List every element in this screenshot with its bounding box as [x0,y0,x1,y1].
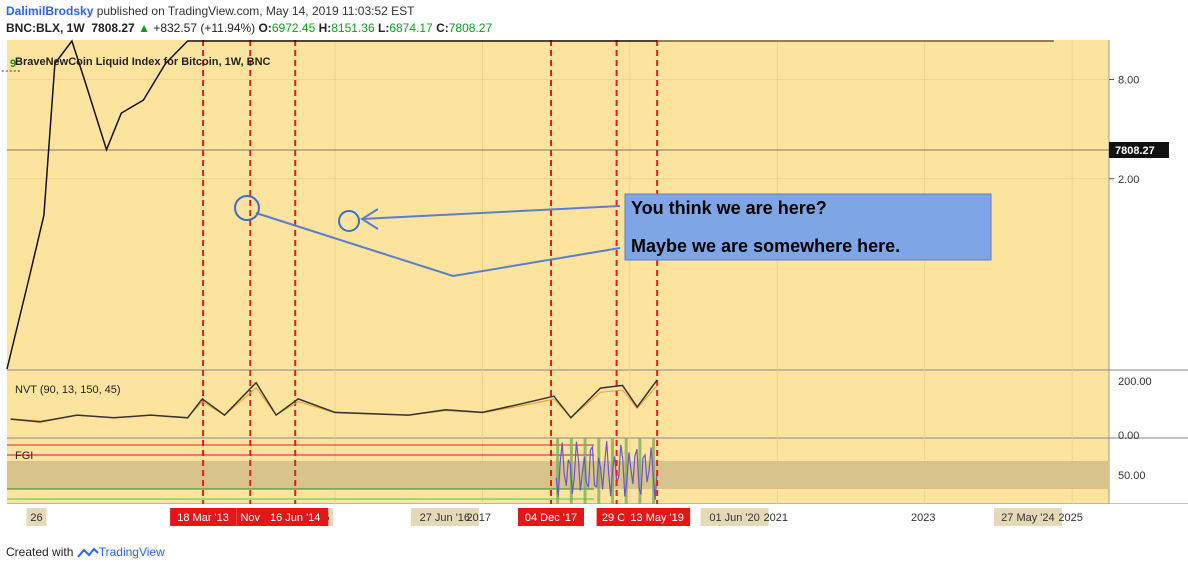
time-axis-box [993,508,1062,526]
circle-marker[interactable] [338,210,360,232]
tradingview-brand[interactable]: TradingView [98,545,165,559]
time-axis-box [410,508,479,526]
tradingview-logo-icon [76,547,99,558]
fgi-axis-tick: 50.00 [1118,470,1146,482]
time-axis-label: 26 [30,512,42,524]
price-axis-tick: 8.00 [1118,74,1139,86]
time-axis-label: 2023 [911,512,935,524]
grid-lines [7,40,1109,504]
pointer-line[interactable] [255,212,621,278]
annotation-text: You think we are here? [631,198,827,218]
event-date-badge [624,508,691,526]
low-value: 6874.17 [389,21,433,35]
time-axis-label: 01 Jun '20 [709,512,759,524]
last-price: 7808.27 [91,21,135,35]
time-axis-label: 27 May '24 [1001,512,1054,524]
chart-background [7,40,1109,504]
open-label: O: [258,21,272,35]
time-axis-label: 2021 [764,512,788,524]
high-label: H: [318,21,332,35]
peak-label: 9 [10,58,16,70]
time-axis-label: 2017 [467,512,491,524]
event-date-badge [170,508,237,526]
nvt-axis-tick: 200.00 [1118,376,1152,388]
footer: Created with TradingView [6,545,165,559]
arrow-head-icon [360,208,379,230]
fgi-bar [597,438,601,504]
current-price-label: 7808.27 [1115,145,1155,157]
low-label: L: [378,21,390,35]
peak-labels: 117719,764140.4009 [1,58,22,72]
fgi-bar [638,438,642,504]
fgi-bar [556,438,560,504]
price-axis: 8.00 2.00 [1109,74,1139,186]
annotation-box[interactable] [624,193,992,261]
event-date-badge [236,508,265,526]
nvt-axis-tick: 0.00 [1118,430,1139,442]
price-change: +832.57 (+11.94%) [153,21,256,35]
price-series [6,39,658,370]
fgi-bar [624,438,628,504]
close-label: C: [436,21,449,35]
annotation-drawing[interactable]: You think we are here? Maybe we are some… [234,193,992,278]
nvt-legend: NVT (90, 13, 150, 45) [15,384,121,396]
event-lines [202,40,659,504]
fgi-legend: FGI [15,450,33,462]
time-axis-box [700,508,769,526]
event-date-label: 13 May '19 [630,512,683,524]
fgi-bar [569,438,573,504]
up-arrow-icon: ▲ [138,21,150,35]
current-price-badge [1109,142,1169,158]
published-text: published on TradingView.com, May 14, 20… [93,4,415,18]
close-value: 7808.27 [448,21,493,35]
symbol-header: BNC:BLX, 1W 7808.27 ▲ +832.57 (+11.94%) … [6,21,492,35]
time-axis-box [26,508,47,526]
created-with-text: Created with [6,545,74,559]
time-axis-label: 2025 [1058,512,1082,524]
high-value: 8151.36 [331,21,375,35]
fgi-bar [652,438,656,504]
nvt-series [10,379,658,423]
event-date-label: 04 Dec '17 [525,512,577,524]
publish-header: DalimilBrodsky published on TradingView.… [6,4,414,18]
price-axis-tick: 2.00 [1118,174,1139,186]
symbol-label: BNC:BLX, 1W [6,21,85,35]
author-name[interactable]: DalimilBrodsky [6,4,94,18]
pointer-line[interactable] [361,205,621,220]
event-date-label: 18 Mar '13 [177,512,229,524]
event-date-label: Nov [240,512,260,524]
circle-marker[interactable] [234,195,260,221]
fgi-series [555,441,658,500]
annotation-text: Maybe we are somewhere here. [631,236,900,256]
price-axis-background [1109,40,1188,504]
event-date-badge [517,508,584,526]
time-axis-label: 27 Jun '16 [420,512,470,524]
open-value: 6972.45 [271,21,316,35]
chart-title: BraveNewCoin Liquid Index for Bitcoin, 1… [15,56,271,68]
event-date-label: 16 Jun '14 [270,512,320,524]
event-date-badge [262,508,329,526]
